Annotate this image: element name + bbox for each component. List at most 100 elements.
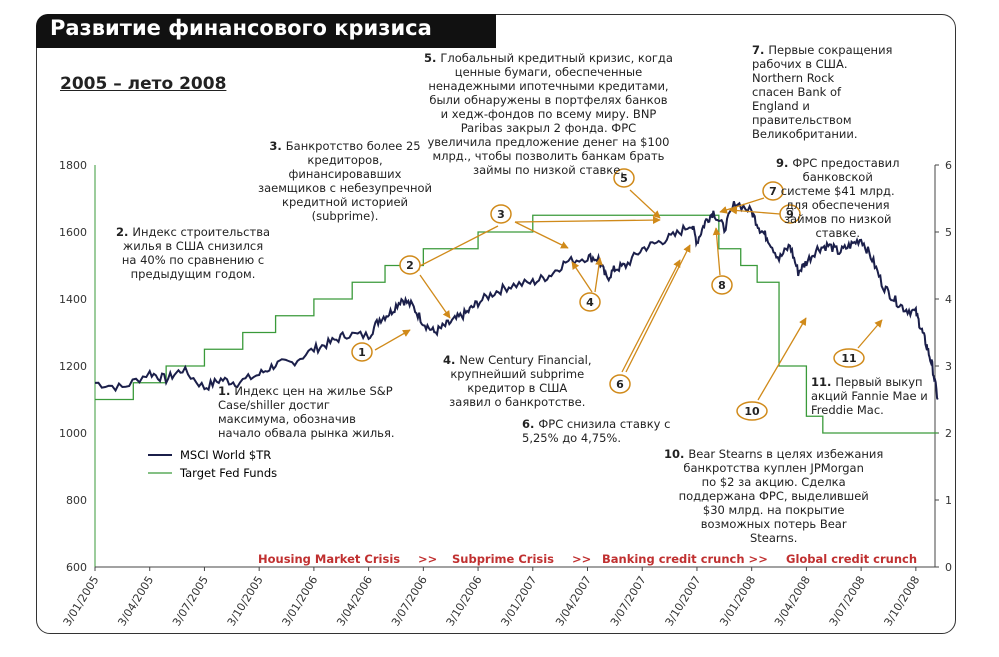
annotation-text: $30 млрд. на покрытие [702,503,845,517]
annotation-line: Paribas закрыл 2 фонда. ФРС [424,121,673,135]
annotation-number: 1. [218,384,235,398]
annotation-text: Freddie Mac. [811,403,884,417]
phase-label: >> [572,552,591,566]
annotation-line: заемщиков с небезупречной [258,181,432,195]
x-tick-label: 3/01/2006 [280,574,321,629]
x-tick-label: 3/01/2005 [61,574,102,629]
y-left-tick-label: 1000 [59,427,87,440]
marker-number: 1 [358,346,366,359]
x-tick-label: 3/10/2005 [225,574,266,629]
callout-arrow [419,274,451,319]
annotation-line: крупнейший subprime [443,367,592,381]
y-left-tick-label: 1200 [59,360,87,373]
series-line-target-fed-funds [95,214,938,434]
y-right-tick-label: 4 [945,293,952,306]
annotation-text: Case/shiller достиг [218,398,330,412]
callout-arrow [374,329,411,351]
callout-arrow [629,189,661,219]
phase-label: Housing Market Crisis [258,552,400,566]
x-tick-label: 3/04/2006 [334,574,375,629]
annotation-line: поддержана ФРС, выделившей [664,489,883,503]
annotation-line: ставке. [776,226,899,240]
y-left-tick-label: 800 [66,494,87,507]
callout-arrow [719,197,765,214]
annotation-number: 2. [116,225,133,239]
callout-arrow [514,216,661,224]
marker-circle [711,275,733,295]
y-left-tick-label: 1800 [59,159,87,172]
annotation-line: 11. Первый выкуп [811,375,928,389]
annotation-line: займы по низкой ставке. [424,163,673,177]
y-right-tick-label: 5 [945,226,952,239]
annotation-text: кредиторов, [307,153,383,167]
y-right-tick-label: 1 [945,494,952,507]
annotation-line: (subprime). [258,209,432,223]
annotation-line: Великобритании. [752,127,892,141]
annotation-line: Northern Rock [752,71,892,85]
x-tick-label: 3/07/2007 [608,574,649,629]
callout-arrow [625,244,691,373]
marker-circle [762,181,784,201]
page-title: Развитие финансового кризиса [50,16,432,40]
marker-number: 11 [841,352,856,365]
y-left-tick-label: 1600 [59,226,87,239]
phase-label: >> [418,552,437,566]
annotation-9: 9. ФРС предоставил банковской системе $41 … [776,156,899,240]
annotation-text: Stearns. [749,531,798,545]
annotation-7: 7. Первые сокращения рабочих в США. Northe… [752,43,892,141]
annotation-text: млрд., чтобы позволить банкам брать [432,149,665,163]
annotation-text: возможных потерь Bear [700,517,847,531]
phase-label: Global credit crunch [786,552,917,566]
marker-circle [351,342,373,362]
annotation-text: ФРС предоставил [792,156,900,170]
annotation-line: акций Fannie Mae и [811,389,928,403]
marker-circle [613,168,635,188]
annotation-line: 1. Индекс цен на жилье S&P [218,384,395,398]
annotation-text: увеличила предложение денег на $100 [427,135,670,149]
marker-number: 7 [769,185,777,198]
annotation-text: начало обвала рынка жилья. [218,426,395,440]
annotation-line: спасен Bank of [752,85,892,99]
annotation-line: заявил о банкротстве. [443,395,592,409]
marker-circle [490,204,512,224]
annotation-line: увеличила предложение денег на $100 [424,135,673,149]
annotation-text: 5,25% до 4,75%. [522,431,622,445]
marker-circle [609,374,631,394]
annotation-text: Bear Stearns в целях избежания [688,447,884,461]
marker-circle [736,401,768,421]
annotation-text: Глобальный кредитный кризис, когда [440,51,673,65]
x-tick-label: 3/04/2007 [553,574,594,629]
annotation-text: кредитной историей [282,195,408,209]
annotation-5: 5. Глобальный кредитный кризис, когда цен… [424,51,673,177]
annotation-line: по $2 за акцию. Сделка [664,475,883,489]
annotation-line: предыдущим годом. [116,267,270,281]
marker-number: 8 [718,279,726,292]
legend-label: MSCI World $TR [180,448,271,462]
annotation-text: ФРС снизила ставку с [538,417,671,431]
annotation-line: возможных потерь Bear [664,517,883,531]
annotation-10: 10. Bear Stearns в целях избежания банкро… [664,447,883,545]
annotation-text: ставке. [815,226,860,240]
annotation-text: Банкротство более 25 [285,139,421,153]
y-right-tick-label: 3 [945,360,952,373]
x-tick-label: 3/10/2006 [444,574,485,629]
y-right-tick-label: 2 [945,427,952,440]
annotation-text: New Century Financial, [459,353,592,367]
annotation-text: акций Fannie Mae и [811,389,928,403]
callout-arrow [712,227,721,276]
marker-number: 5 [620,172,628,185]
annotation-line: максимума, обозначив [218,412,395,426]
annotation-line: 9. ФРС предоставил [776,156,899,170]
x-tick-label: 3/10/2008 [881,574,922,629]
annotation-6: 6. ФРС снизила ставку с 5,25% до 4,75%. [522,417,670,445]
annotation-4: 4. New Century Financial, крупнейший subp… [443,353,592,409]
annotation-text: для обеспечения [785,198,890,212]
annotation-line: кредиторов, [258,153,432,167]
callout-arrow [621,259,681,373]
annotation-text: поддержана ФРС, выделившей [678,489,869,503]
annotation-text: заявил о банкротстве. [449,395,586,409]
annotation-text: финансировавших [288,167,402,181]
annotation-number: 3. [269,139,286,153]
annotation-line: 5,25% до 4,75%. [522,431,670,445]
